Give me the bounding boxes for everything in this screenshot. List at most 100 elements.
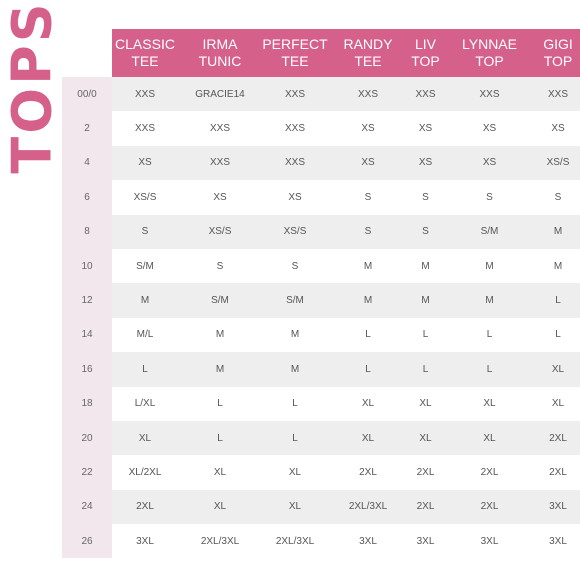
size-cell: S	[178, 248, 262, 284]
size-cell: XXS	[408, 77, 443, 112]
size-cell: XS	[536, 111, 580, 146]
size-label: 20	[62, 420, 112, 456]
size-cell: M/L	[112, 317, 178, 353]
size-cell: M	[536, 248, 580, 284]
size-cell: XXS	[178, 145, 262, 181]
size-cell: XS/S	[178, 214, 262, 249]
size-cell: 2XL/3XL	[178, 524, 262, 559]
size-cell: S	[262, 248, 328, 284]
size-cell: L	[328, 352, 408, 387]
column-header-classic-tee: CLASSIC TEE	[112, 29, 178, 77]
size-cell: XL	[443, 420, 536, 456]
size-cell: XS	[112, 145, 178, 181]
table-row: 6 XS/S XS XS S S S S	[62, 180, 580, 215]
size-cell: L	[328, 317, 408, 353]
size-cell: XXS	[262, 111, 328, 146]
size-cell: XS	[328, 145, 408, 181]
column-header-gigi-top: GIGI TOP	[536, 29, 580, 77]
size-cell: XL	[536, 386, 580, 421]
chart-title-text: TOPS	[1, 0, 64, 174]
column-header-lynnae-top: LYNNAE TOP	[443, 29, 536, 77]
size-cell: XS	[178, 180, 262, 215]
header-row: CLASSIC TEE IRMA TUNIC PERFECT TEE RANDY TEE…	[62, 29, 580, 77]
size-cell: XL/2XL	[112, 455, 178, 490]
size-cell: 2XL	[443, 489, 536, 525]
size-label: 18	[62, 386, 112, 421]
size-cell: M	[262, 317, 328, 353]
size-cell: 2XL/3XL	[262, 524, 328, 559]
chart-title: TOPS	[1, 0, 64, 173]
size-cell: 2XL	[328, 455, 408, 490]
size-cell: XS/S	[112, 180, 178, 215]
size-cell: XS	[443, 111, 536, 146]
size-cell: 3XL	[328, 524, 408, 559]
size-cell: GRACIE14	[178, 77, 262, 112]
size-cell: 2XL	[112, 489, 178, 525]
size-cell: L	[536, 283, 580, 318]
size-cell: XXS	[262, 145, 328, 181]
size-cell: M	[328, 248, 408, 284]
size-cell: 3XL	[112, 524, 178, 559]
size-cell: XL	[262, 489, 328, 525]
size-cell: S	[112, 214, 178, 249]
table-row: 2 XXS XXS XXS XS XS XS XS	[62, 111, 580, 146]
size-cell: XS	[408, 145, 443, 181]
size-cell: S	[328, 214, 408, 249]
size-cell: 2XL	[536, 455, 580, 490]
size-cell: S	[328, 180, 408, 215]
table-row: 4 XS XXS XXS XS XS XS XS/S	[62, 145, 580, 181]
table-row: 14 M/L M M L L L L	[62, 317, 580, 353]
size-label: 14	[62, 317, 112, 353]
size-cell: 2XL	[443, 455, 536, 490]
table-row: 12 M S/M S/M M M M L	[62, 283, 580, 318]
size-cell: M	[408, 283, 443, 318]
size-cell: XXS	[262, 77, 328, 112]
size-cell: XXS	[443, 77, 536, 112]
size-cell: XL	[328, 386, 408, 421]
size-cell: XS	[262, 180, 328, 215]
size-cell: 3XL	[536, 524, 580, 559]
table-row: 24 2XL XL XL 2XL/3XL 2XL 2XL 3XL	[62, 489, 580, 525]
table-row: 8 S XS/S XS/S S S S/M M	[62, 214, 580, 249]
size-cell: M	[262, 352, 328, 387]
size-cell: XXS	[328, 77, 408, 112]
size-cell: 3XL	[443, 524, 536, 559]
size-cell: M	[536, 214, 580, 249]
size-cell: L	[262, 386, 328, 421]
size-label: 8	[62, 214, 112, 249]
size-cell: XL	[408, 386, 443, 421]
size-cell: XXS	[178, 111, 262, 146]
size-label: 4	[62, 145, 112, 181]
table-row: 10 S/M S S M M M M	[62, 248, 580, 284]
size-label: 10	[62, 248, 112, 284]
size-cell: L	[443, 317, 536, 353]
table-row: 18 L/XL L L XL XL XL XL	[62, 386, 580, 421]
size-label: 6	[62, 180, 112, 215]
size-cell: M	[328, 283, 408, 318]
table-row: 00/0 XXS GRACIE14 XXS XXS XXS XXS XXS	[62, 77, 580, 112]
size-label: 12	[62, 283, 112, 318]
table-row: 20 XL L L XL XL XL 2XL	[62, 420, 580, 456]
size-cell: L	[178, 420, 262, 456]
size-label: 24	[62, 489, 112, 525]
size-cell: M	[112, 283, 178, 318]
column-header-irma-tunic: IRMA TUNIC	[178, 29, 262, 77]
size-cell: L	[443, 352, 536, 387]
size-cell: XL	[408, 420, 443, 456]
size-cell: 2XL/3XL	[328, 489, 408, 525]
size-cell: S/M	[443, 214, 536, 249]
size-cell: XL	[443, 386, 536, 421]
size-cell: S	[408, 214, 443, 249]
size-label: 2	[62, 111, 112, 146]
size-cell: 3XL	[408, 524, 443, 559]
size-cell: XL	[112, 420, 178, 456]
size-cell: L	[262, 420, 328, 456]
size-cell: M	[443, 283, 536, 318]
size-cell: XL	[328, 420, 408, 456]
size-chart-table: CLASSIC TEE IRMA TUNIC PERFECT TEE RANDY TEE…	[62, 29, 580, 559]
table-row: 16 L M M L L L XL	[62, 352, 580, 387]
size-cell: 2XL	[408, 489, 443, 525]
size-cell: L	[112, 352, 178, 387]
size-cell: XL	[178, 455, 262, 490]
size-cell: M	[178, 352, 262, 387]
